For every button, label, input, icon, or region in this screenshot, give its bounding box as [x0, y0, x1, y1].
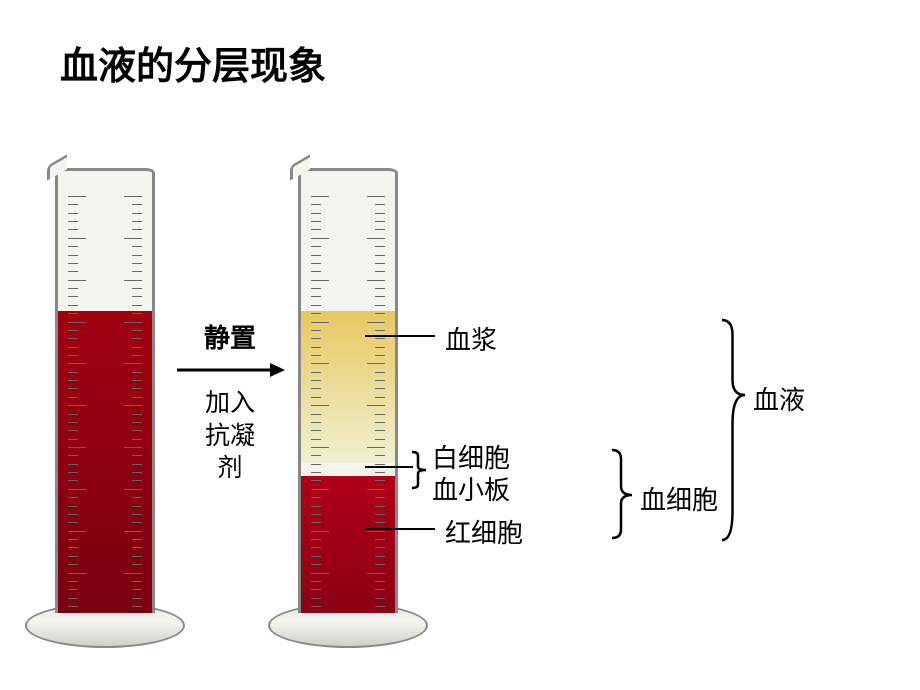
label-platelet: 血小板 — [432, 470, 510, 507]
cylinder-right — [298, 168, 398, 613]
cylinder-ticks — [311, 196, 385, 603]
label-rbc: 红细胞 — [445, 513, 523, 550]
cylinder-left — [55, 168, 155, 613]
arrow-label-top: 静置 — [175, 318, 285, 355]
arrow-label-bottom: 加入抗凝剂 — [175, 388, 285, 486]
cylinder-body — [55, 168, 155, 613]
leader-buffy — [365, 466, 413, 468]
label-blood: 血液 — [753, 380, 805, 417]
page-title: 血液的分层现象 — [60, 35, 326, 90]
brace-blood-cells-icon — [610, 445, 637, 543]
arrow-icon — [175, 360, 285, 380]
cylinder-ticks — [68, 196, 142, 603]
cylinder-body — [298, 168, 398, 613]
label-plasma: 血浆 — [445, 320, 497, 357]
label-blood-cells: 血细胞 — [640, 480, 718, 517]
leader-rbc — [365, 528, 435, 530]
process-arrow-group: 静置 加入抗凝剂 — [175, 318, 285, 486]
brace-blood-icon — [720, 315, 750, 545]
brace-buffy-icon — [410, 447, 431, 493]
leader-plasma — [365, 335, 435, 337]
